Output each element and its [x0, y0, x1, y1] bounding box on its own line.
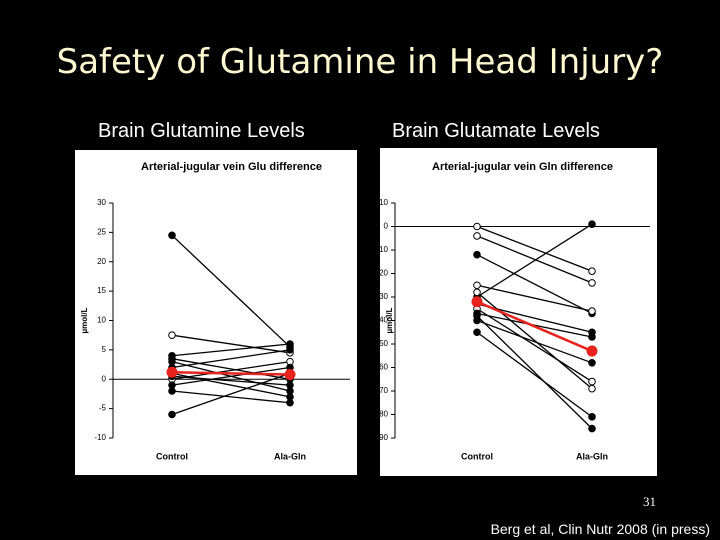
page-number: 31 — [643, 494, 656, 509]
y-tick-label: 20 — [97, 257, 106, 266]
data-point — [168, 354, 176, 363]
data-point — [473, 281, 481, 290]
x-tick-label: Ala-Gln — [274, 451, 306, 461]
data-point — [168, 387, 176, 395]
y-tick-label: 25 — [97, 227, 106, 236]
y-tick-label: -70 — [376, 386, 388, 395]
series-line — [171, 375, 291, 386]
citation: Berg et al, Clin Nutr 2008 (in press) — [490, 521, 710, 537]
data-point — [473, 222, 481, 231]
data-point — [588, 359, 596, 367]
y-tick-label: 30 — [97, 198, 106, 207]
data-point — [588, 384, 596, 393]
series-line — [476, 291, 593, 390]
data-point — [586, 345, 598, 357]
chart-title: Arterial-jugular vein Gln difference — [432, 161, 613, 173]
data-point — [168, 331, 176, 339]
series-line — [171, 366, 291, 386]
data-point — [588, 377, 596, 386]
data-point — [473, 250, 481, 259]
data-point — [473, 232, 481, 240]
data-point — [588, 333, 596, 341]
series-line — [171, 390, 291, 404]
series-line — [476, 235, 593, 284]
x-tick-label: Ala-Gln — [576, 451, 608, 461]
series-line — [171, 234, 291, 348]
data-point — [284, 369, 296, 381]
y-tick-label: 15 — [97, 286, 106, 295]
series-line — [171, 358, 291, 380]
x-tick-label: Control — [461, 451, 493, 461]
series-line — [476, 254, 593, 315]
y-tick-label: -30 — [376, 292, 388, 301]
data-point — [166, 366, 178, 378]
series-line — [171, 349, 291, 369]
y-tick-label: -20 — [376, 269, 388, 278]
y-tick-label: 5 — [102, 345, 107, 354]
x-tick-label: Control — [156, 451, 188, 461]
data-point — [473, 328, 481, 337]
series-line — [171, 334, 291, 354]
y-tick-label: -60 — [376, 363, 388, 372]
series-line — [171, 343, 291, 357]
y-tick-label: 0 — [102, 374, 107, 383]
series-line — [476, 331, 593, 418]
y-tick-label: 0 — [384, 222, 389, 231]
chart-background — [75, 150, 357, 475]
slide-title: Safety of Glutamine in Head Injury? — [56, 42, 664, 82]
series-line — [171, 372, 291, 416]
data-point — [471, 296, 483, 308]
chart-background — [380, 148, 657, 476]
series-line — [476, 315, 593, 430]
series-line — [476, 284, 593, 312]
y-tick-label: -10 — [94, 433, 106, 442]
series-line — [171, 370, 291, 376]
data-point — [588, 424, 596, 433]
series-line — [171, 360, 291, 380]
panel-title: Brain Glutamine Levels — [98, 120, 305, 142]
data-point — [588, 307, 596, 315]
y-tick-label: -40 — [376, 316, 388, 325]
y-tick-label: 10 — [97, 316, 106, 325]
y-axis-label: µmol/L — [80, 307, 89, 333]
y-axis-label: µmol/L — [385, 307, 394, 333]
y-tick-label: -90 — [376, 433, 388, 442]
series-line — [476, 300, 593, 353]
data-point — [588, 413, 596, 421]
chart-title: Arterial-jugular vein Glu difference — [141, 161, 322, 173]
data-point — [286, 398, 294, 407]
y-tick-label: -50 — [376, 339, 388, 348]
data-point — [588, 220, 596, 228]
data-point — [168, 231, 176, 240]
y-tick-label: -80 — [376, 410, 388, 419]
data-point — [588, 279, 596, 287]
data-point — [286, 346, 294, 354]
data-point — [473, 288, 481, 297]
data-point — [588, 267, 596, 275]
panel-title: Brain Glutamate Levels — [392, 120, 600, 142]
data-point — [473, 312, 481, 320]
y-tick-label: -10 — [376, 245, 388, 254]
series-line — [476, 319, 593, 364]
data-point — [168, 410, 176, 419]
series-line — [476, 225, 593, 272]
series-line — [476, 223, 593, 298]
y-tick-label: -5 — [99, 404, 107, 413]
y-tick-label: 10 — [379, 198, 388, 207]
series-line — [476, 308, 593, 383]
